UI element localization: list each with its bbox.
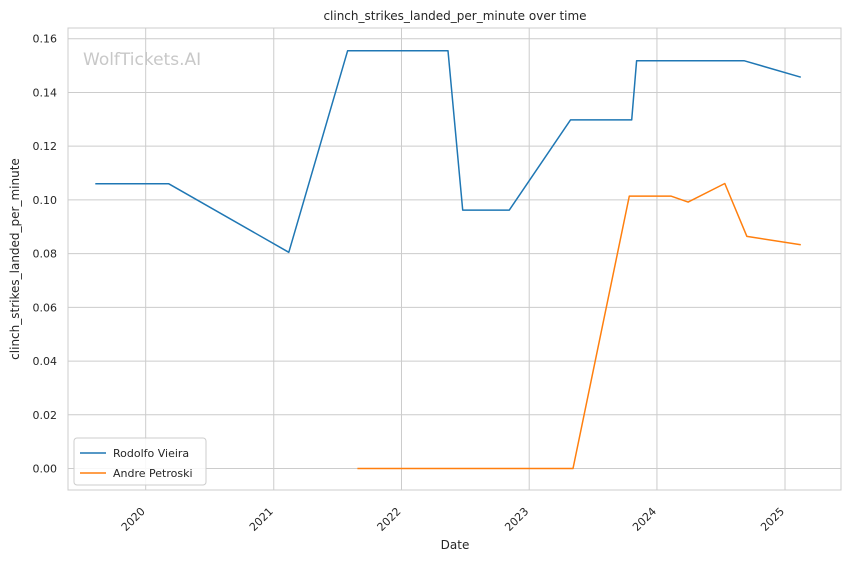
legend: Rodolfo Vieira Andre Petroski xyxy=(73,437,207,486)
y-tick-label: 0.16 xyxy=(33,33,58,46)
y-axis-ticks: 0.00 0.02 0.04 0.06 0.08 0.10 0.12 0.14 0.16 xyxy=(33,33,58,476)
y-tick-label: 0.02 xyxy=(33,409,58,422)
plot-frame xyxy=(67,27,842,491)
y-tick-label: 0.06 xyxy=(33,301,58,314)
y-tick-label: 0.12 xyxy=(33,140,58,153)
y-tick-label: 0.10 xyxy=(33,194,58,207)
legend-box xyxy=(73,437,207,486)
y-tick-label: 0.14 xyxy=(33,86,58,99)
legend-label: Rodolfo Vieira xyxy=(113,447,189,460)
legend-label: Andre Petroski xyxy=(113,467,193,480)
series-lines xyxy=(95,50,802,470)
watermark-text: WolfTickets.AI xyxy=(83,50,201,70)
chart-title: clinch_strikes_landed_per_minute over ti… xyxy=(323,9,586,23)
y-axis-label: clinch_strikes_landed_per_minute xyxy=(8,158,22,360)
y-tick-label: 0.08 xyxy=(33,248,58,261)
series-line-rodolfo-vieira xyxy=(95,50,802,254)
y-tick-label: 0.04 xyxy=(33,355,58,368)
series-line-andre-petroski xyxy=(357,182,801,470)
x-axis-label: Date xyxy=(441,538,470,552)
y-tick-label: 0.00 xyxy=(33,463,58,476)
gridlines xyxy=(68,28,841,490)
